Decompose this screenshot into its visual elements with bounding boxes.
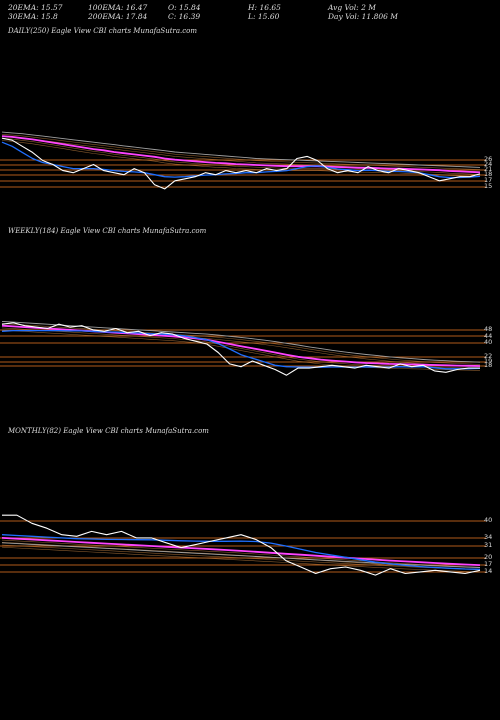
level-label: 48 bbox=[484, 325, 492, 333]
day-vol-value: Day Vol: 11.806 M bbox=[328, 12, 398, 21]
level-label: 18 bbox=[484, 361, 492, 369]
daily-panel-title: DAILY(250) Eagle View CBI charts MunafaS… bbox=[8, 27, 198, 35]
high-value: H: 16.65 bbox=[248, 3, 281, 12]
ema20-value: 20EMA: 15.57 bbox=[8, 3, 63, 12]
ema20-series-line bbox=[1, 329, 481, 370]
ema200-band-line bbox=[1, 134, 481, 170]
price-series-line bbox=[1, 137, 481, 190]
level-label: 17 bbox=[484, 176, 492, 184]
level-label: 22 bbox=[484, 352, 492, 360]
low-value: L: 15.60 bbox=[248, 12, 280, 21]
level-label: 14 bbox=[484, 567, 492, 575]
weekly-panel-title: WEEKLY(184) Eagle View CBI charts Munafa… bbox=[8, 227, 207, 235]
level-label: 24 bbox=[484, 160, 492, 168]
monthly-panel-title: MONTHLY(82) Eagle View CBI charts Munafa… bbox=[8, 427, 209, 435]
ema200-value: 200EMA: 17.84 bbox=[88, 12, 148, 21]
level-label: 31 bbox=[484, 541, 492, 549]
level-label: 21 bbox=[484, 165, 492, 173]
ema200-band-line bbox=[1, 546, 481, 573]
level-label: 19 bbox=[484, 357, 492, 365]
ema200-series-line bbox=[1, 131, 481, 168]
level-label: 34 bbox=[484, 533, 492, 541]
price-series-line bbox=[1, 322, 480, 376]
level-label: 15 bbox=[484, 182, 492, 190]
open-value: O: 15.84 bbox=[168, 3, 201, 12]
level-label: 26 bbox=[484, 155, 492, 163]
indicator-header: 20EMA: 15.57 100EMA: 16.47 O: 15.84 H: 1… bbox=[8, 3, 492, 21]
level-label: 20 bbox=[484, 553, 492, 561]
ema200-series-line bbox=[1, 320, 481, 363]
level-label: 17 bbox=[484, 560, 492, 568]
ema100-series-line bbox=[1, 537, 481, 566]
ema100-value: 100EMA: 16.47 bbox=[88, 3, 148, 12]
ema100-band-line bbox=[1, 539, 481, 568]
level-label: 40 bbox=[484, 516, 492, 524]
ema100-band-line bbox=[1, 140, 481, 177]
level-label: 44 bbox=[484, 332, 492, 340]
ema100-band-line bbox=[1, 329, 481, 371]
level-label: 18 bbox=[484, 170, 492, 178]
level-label: 40 bbox=[484, 338, 492, 346]
ema20-series-line bbox=[1, 534, 481, 570]
ema200-band-line bbox=[1, 544, 481, 570]
avg-vol-value: Avg Vol: 2 M bbox=[328, 3, 376, 12]
ema200-band-line bbox=[1, 323, 481, 365]
ema30-value: 30EMA: 15.8 bbox=[8, 12, 58, 21]
ema100-series-line bbox=[1, 324, 481, 367]
close-value: C: 16.39 bbox=[168, 12, 201, 21]
price-series-line bbox=[2, 514, 481, 576]
ema20-series-line bbox=[1, 141, 481, 179]
